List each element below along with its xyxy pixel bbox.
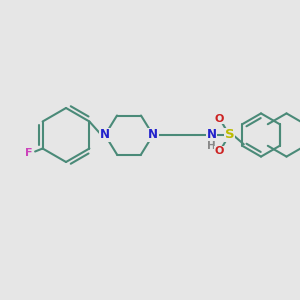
Text: N: N [148,128,158,142]
Text: N: N [206,128,217,142]
Text: O: O [214,146,224,157]
Text: N: N [100,128,110,142]
Text: F: F [26,148,33,158]
Text: O: O [214,113,224,124]
Text: H: H [207,141,216,152]
Text: S: S [225,128,234,142]
